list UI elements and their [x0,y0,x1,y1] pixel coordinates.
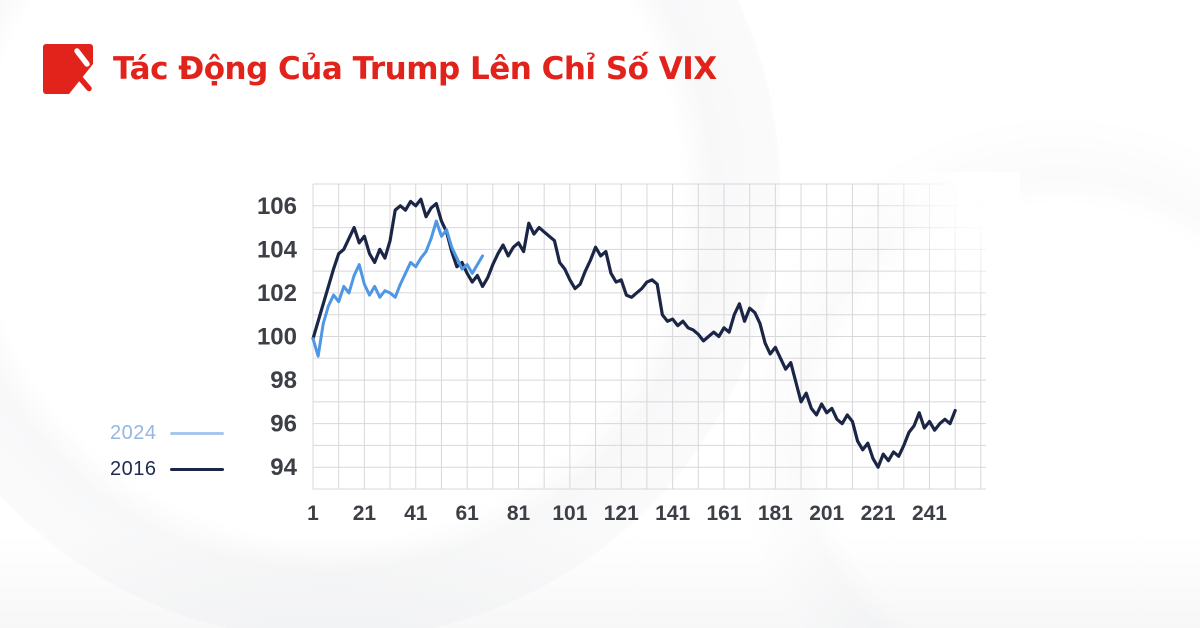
svg-text:41: 41 [404,502,428,525]
legend-label-2016: 2016 [110,457,157,480]
legend-line-2016-swatch [170,467,224,471]
svg-text:241: 241 [912,502,947,525]
svg-text:61: 61 [455,502,479,525]
svg-text:104: 104 [257,236,298,263]
header: Tác Động Của Trump Lên Chỉ Số VIX [43,44,717,94]
grid-fade-overlay [880,172,1020,302]
svg-text:201: 201 [809,502,844,525]
svg-text:181: 181 [758,502,793,525]
svg-text:121: 121 [604,502,639,525]
svg-text:102: 102 [257,280,297,307]
svg-text:81: 81 [507,502,531,525]
svg-text:101: 101 [552,502,587,525]
svg-text:106: 106 [257,193,297,220]
svg-text:161: 161 [706,502,741,525]
page-title: Tác Động Của Trump Lên Chỉ Số VIX [113,51,717,87]
svg-text:96: 96 [270,411,297,438]
legend-item-2024: 2024 [110,422,224,444]
chart-legend: 2024 2016 [110,422,224,494]
svg-text:94: 94 [270,454,297,481]
legend-line-2024-swatch [170,431,224,435]
svg-text:221: 221 [861,502,896,525]
legend-label-2024: 2024 [110,421,157,444]
svg-text:21: 21 [353,502,377,525]
svg-text:100: 100 [257,324,297,351]
note-pencil-logo-icon [43,44,93,94]
svg-text:1: 1 [307,502,319,525]
background-swoosh-bottom [0,458,1200,628]
legend-item-2016: 2016 [110,458,224,480]
svg-text:98: 98 [270,367,297,394]
svg-text:141: 141 [655,502,690,525]
